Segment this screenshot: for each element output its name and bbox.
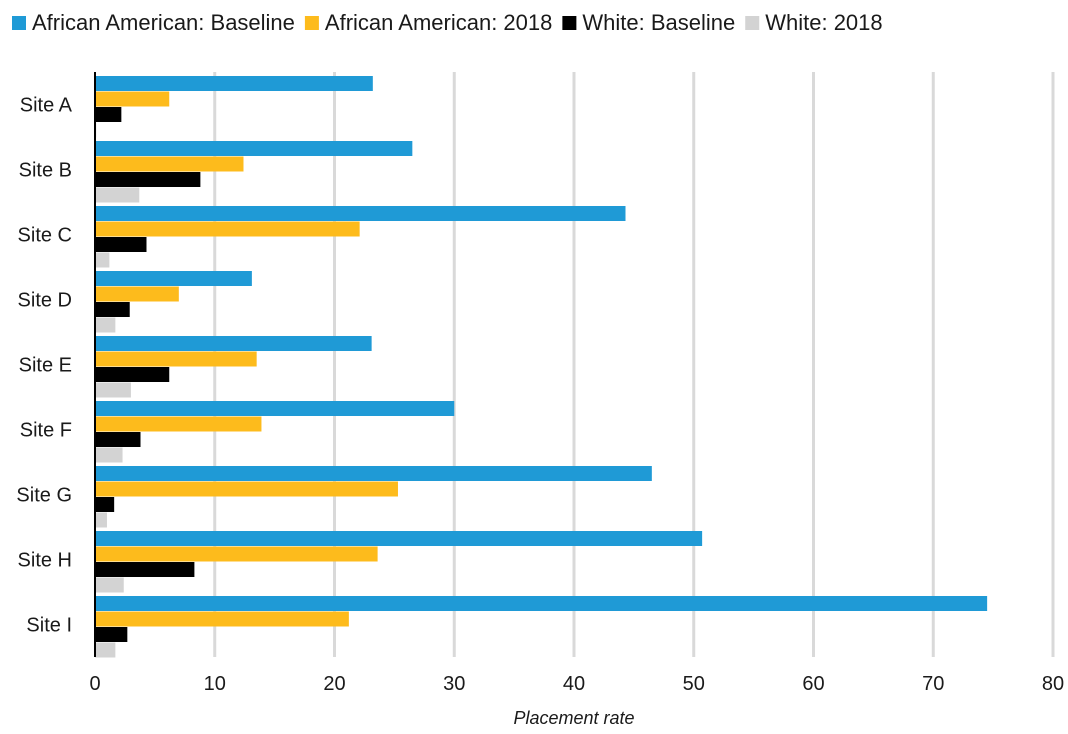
- bar-site-i-series-3: [95, 627, 128, 642]
- bar-site-e-series-3: [95, 367, 170, 382]
- bar-site-g-series-1: [95, 466, 652, 481]
- x-tick-labels: 0 10 20 30 40 50 60 70 80: [89, 673, 1064, 695]
- bar-site-g-series-3: [95, 497, 115, 512]
- bar-site-f-series-4: [95, 447, 123, 463]
- bar-site-d-series-3: [95, 302, 130, 317]
- x-tick-label: 20: [323, 673, 345, 695]
- legend-swatch: [12, 16, 26, 30]
- category-label: Site I: [26, 615, 72, 637]
- bar-site-d-series-1: [95, 271, 252, 286]
- bar-site-h-series-3: [95, 562, 195, 577]
- legend-label: African American: 2018: [325, 10, 552, 35]
- bar-site-f-series-2: [95, 416, 262, 432]
- category-labels: Site A Site B Site C Site D Site E Site F Site…: [16, 95, 72, 637]
- bar-site-g-series-4: [95, 512, 107, 528]
- bar-site-b-series-1: [95, 141, 413, 156]
- category-label: Site G: [16, 485, 72, 507]
- category-label: Site B: [19, 160, 72, 182]
- x-tick-label: 80: [1042, 673, 1064, 695]
- bar-site-c-series-4: [95, 252, 110, 268]
- bar-site-h-series-1: [95, 531, 703, 546]
- x-tick-label: 40: [563, 673, 585, 695]
- bar-site-e-series-1: [95, 336, 372, 351]
- bar-site-d-series-2: [95, 286, 179, 302]
- bar-site-c-series-3: [95, 237, 147, 252]
- bar-site-c-series-1: [95, 206, 626, 221]
- category-label: Site C: [18, 225, 72, 247]
- bar-site-e-series-2: [95, 351, 257, 367]
- bar-site-i-series-4: [95, 642, 116, 658]
- category-label: Site F: [20, 420, 72, 442]
- legend-label: White: 2018: [765, 10, 882, 35]
- bar-site-b-series-2: [95, 156, 244, 172]
- bar-site-a-series-2: [95, 91, 170, 107]
- bar-site-b-series-3: [95, 172, 201, 187]
- category-label: Site A: [20, 95, 73, 117]
- bar-site-i-series-2: [95, 611, 349, 627]
- legend-label: African American: Baseline: [32, 10, 295, 35]
- bars: [95, 76, 988, 658]
- bar-site-h-series-4: [95, 577, 124, 593]
- bar-site-i-series-1: [95, 596, 988, 611]
- legend-swatch: [745, 16, 760, 30]
- bar-site-a-series-3: [95, 107, 122, 122]
- legend-swatch: [304, 16, 319, 30]
- bar-site-h-series-2: [95, 546, 378, 562]
- bar-site-d-series-4: [95, 317, 116, 333]
- gridlines: [213, 72, 1055, 657]
- x-axis-title: Placement rate: [513, 708, 634, 728]
- bar-site-e-series-4: [95, 382, 131, 398]
- bar-site-f-series-1: [95, 401, 455, 416]
- category-label: Site H: [18, 550, 72, 572]
- x-tick-label: 0: [89, 673, 100, 695]
- bar-site-g-series-2: [95, 481, 398, 497]
- bar-site-a-series-1: [95, 76, 373, 91]
- bar-site-b-series-4: [95, 187, 140, 203]
- x-tick-label: 10: [204, 673, 226, 695]
- category-label: Site E: [19, 355, 72, 377]
- x-tick-label: 60: [802, 673, 824, 695]
- x-tick-label: 50: [683, 673, 705, 695]
- x-tick-label: 70: [922, 673, 944, 695]
- bar-site-c-series-2: [95, 221, 360, 237]
- legend-swatch: [562, 16, 577, 30]
- bar-site-f-series-3: [95, 432, 141, 447]
- legend: African American: Baseline African Americ…: [12, 10, 883, 35]
- x-tick-label: 30: [443, 673, 465, 695]
- category-label: Site D: [18, 290, 72, 312]
- legend-label: White: Baseline: [582, 10, 735, 35]
